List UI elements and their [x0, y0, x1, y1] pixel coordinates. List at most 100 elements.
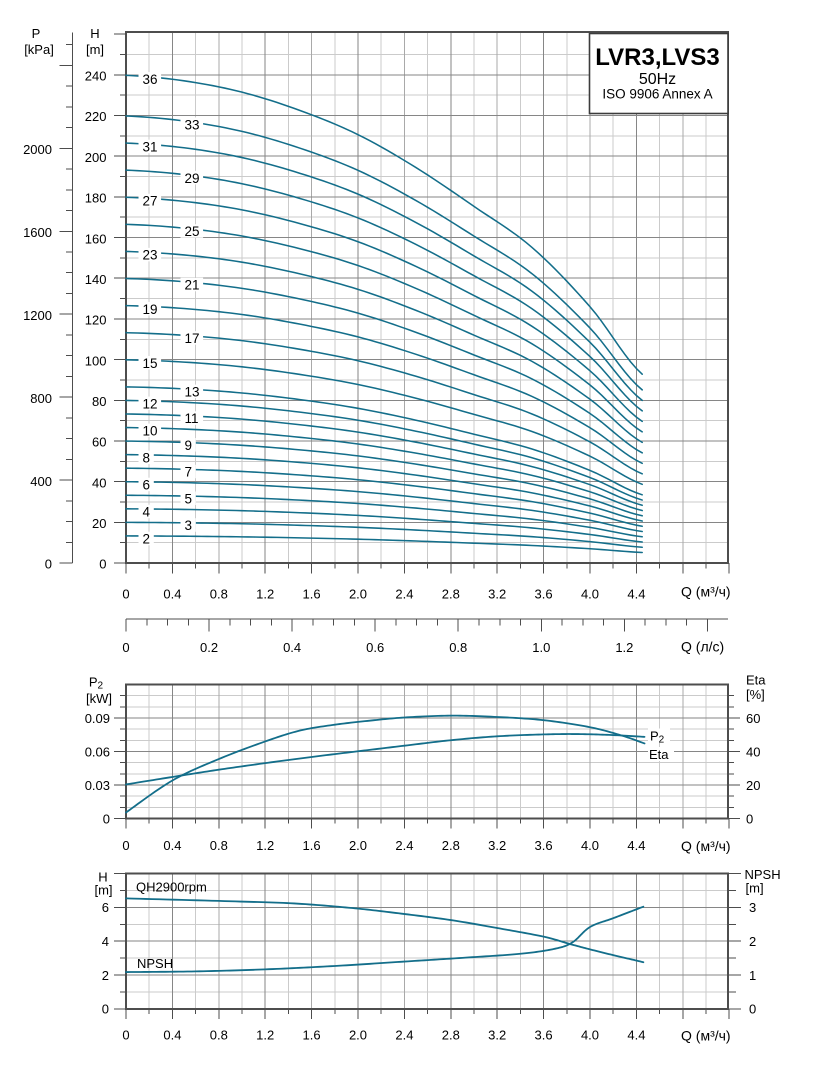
svg-text:19: 19 [143, 302, 158, 317]
svg-text:3.6: 3.6 [535, 1028, 553, 1043]
svg-text:NPSH: NPSH [137, 956, 173, 971]
svg-text:1200: 1200 [23, 308, 52, 323]
svg-text:QH2900rpm: QH2900rpm [136, 880, 207, 895]
svg-text:NPSH: NPSH [745, 867, 781, 882]
svg-text:2.0: 2.0 [349, 838, 367, 853]
svg-text:11: 11 [185, 411, 199, 426]
svg-text:1.6: 1.6 [303, 587, 321, 602]
svg-text:5: 5 [185, 491, 193, 506]
svg-text:0.2: 0.2 [200, 640, 218, 655]
svg-text:7: 7 [185, 465, 193, 480]
svg-text:1.6: 1.6 [303, 1028, 321, 1043]
svg-text:4.0: 4.0 [581, 838, 599, 853]
svg-text:0.8: 0.8 [210, 587, 228, 602]
svg-text:140: 140 [85, 272, 107, 287]
svg-text:800: 800 [30, 391, 52, 406]
svg-text:2.0: 2.0 [349, 587, 367, 602]
svg-text:10: 10 [143, 424, 158, 439]
svg-text:9: 9 [185, 438, 193, 453]
svg-text:1: 1 [749, 968, 756, 983]
svg-text:0: 0 [746, 811, 753, 826]
svg-text:1600: 1600 [23, 225, 52, 240]
svg-text:0: 0 [122, 587, 129, 602]
svg-text:0: 0 [103, 811, 110, 826]
svg-text:Q (м³/ч): Q (м³/ч) [681, 1028, 731, 1044]
svg-text:4.0: 4.0 [581, 1028, 599, 1043]
svg-text:0.03: 0.03 [85, 778, 110, 793]
svg-text:40: 40 [92, 475, 106, 490]
svg-text:3: 3 [185, 518, 193, 533]
svg-text:17: 17 [185, 331, 200, 346]
svg-text:Eta: Eta [746, 673, 766, 688]
svg-text:0: 0 [749, 1002, 756, 1017]
svg-text:80: 80 [92, 394, 106, 409]
svg-text:4: 4 [143, 505, 151, 520]
svg-text:20: 20 [746, 778, 760, 793]
svg-text:6: 6 [102, 900, 109, 915]
svg-text:180: 180 [85, 191, 107, 206]
svg-text:[m]: [m] [86, 42, 104, 57]
svg-text:2: 2 [749, 934, 756, 949]
svg-text:2.4: 2.4 [395, 1028, 413, 1043]
svg-text:3.6: 3.6 [535, 587, 553, 602]
svg-text:60: 60 [92, 435, 106, 450]
svg-text:0.4: 0.4 [163, 838, 181, 853]
svg-text:6: 6 [143, 478, 151, 493]
svg-text:36: 36 [143, 72, 158, 87]
svg-text:29: 29 [185, 171, 200, 186]
svg-text:H: H [98, 870, 107, 885]
svg-text:2: 2 [102, 968, 109, 983]
svg-text:1.0: 1.0 [532, 640, 550, 655]
svg-text:1.2: 1.2 [615, 640, 633, 655]
svg-text:0: 0 [122, 838, 129, 853]
svg-text:2000: 2000 [23, 142, 52, 157]
svg-text:3.2: 3.2 [488, 587, 506, 602]
svg-text:4.4: 4.4 [627, 587, 645, 602]
svg-text:0.4: 0.4 [283, 640, 301, 655]
svg-text:[kW]: [kW] [86, 691, 112, 706]
svg-text:P: P [32, 26, 41, 41]
svg-text:[kPa]: [kPa] [24, 42, 54, 57]
svg-text:33: 33 [185, 117, 200, 132]
svg-text:1.2: 1.2 [256, 838, 274, 853]
svg-text:3: 3 [749, 900, 756, 915]
svg-text:240: 240 [85, 69, 107, 84]
svg-text:[%]: [%] [746, 687, 765, 702]
svg-text:2.8: 2.8 [442, 1028, 460, 1043]
svg-text:ISO 9906 Annex A: ISO 9906 Annex A [602, 87, 712, 102]
svg-text:4.4: 4.4 [627, 838, 645, 853]
svg-text:0: 0 [99, 557, 106, 572]
svg-text:0: 0 [45, 557, 52, 572]
svg-text:40: 40 [746, 744, 760, 759]
svg-text:0: 0 [122, 640, 129, 655]
svg-text:2.8: 2.8 [442, 587, 460, 602]
svg-text:31: 31 [143, 140, 158, 155]
svg-text:27: 27 [143, 194, 158, 209]
svg-text:0.09: 0.09 [85, 711, 110, 726]
svg-text:0.4: 0.4 [163, 587, 181, 602]
svg-text:0: 0 [122, 1028, 129, 1043]
svg-text:0.6: 0.6 [366, 640, 384, 655]
svg-text:0.4: 0.4 [163, 1028, 181, 1043]
svg-text:12: 12 [143, 396, 158, 411]
svg-text:Q (м³/ч): Q (м³/ч) [681, 838, 731, 854]
svg-text:21: 21 [185, 278, 200, 293]
svg-text:4: 4 [102, 934, 109, 949]
svg-text:LVR3,LVS3: LVR3,LVS3 [595, 44, 719, 71]
svg-text:2: 2 [143, 532, 151, 547]
svg-text:Eta: Eta [649, 747, 669, 762]
svg-text:2.0: 2.0 [349, 1028, 367, 1043]
svg-text:20: 20 [92, 516, 106, 531]
svg-text:160: 160 [85, 231, 107, 246]
svg-text:Q (л/с): Q (л/с) [681, 639, 724, 655]
svg-text:Q (м³/ч): Q (м³/ч) [681, 584, 731, 600]
svg-text:400: 400 [30, 474, 52, 489]
svg-text:3.2: 3.2 [488, 1028, 506, 1043]
svg-text:50Hz: 50Hz [639, 71, 676, 88]
svg-text:60: 60 [746, 711, 760, 726]
svg-text:[m]: [m] [94, 883, 112, 898]
svg-text:0: 0 [102, 1002, 109, 1017]
svg-text:15: 15 [143, 356, 158, 371]
svg-text:0.8: 0.8 [210, 1028, 228, 1043]
svg-text:[m]: [m] [746, 881, 764, 896]
